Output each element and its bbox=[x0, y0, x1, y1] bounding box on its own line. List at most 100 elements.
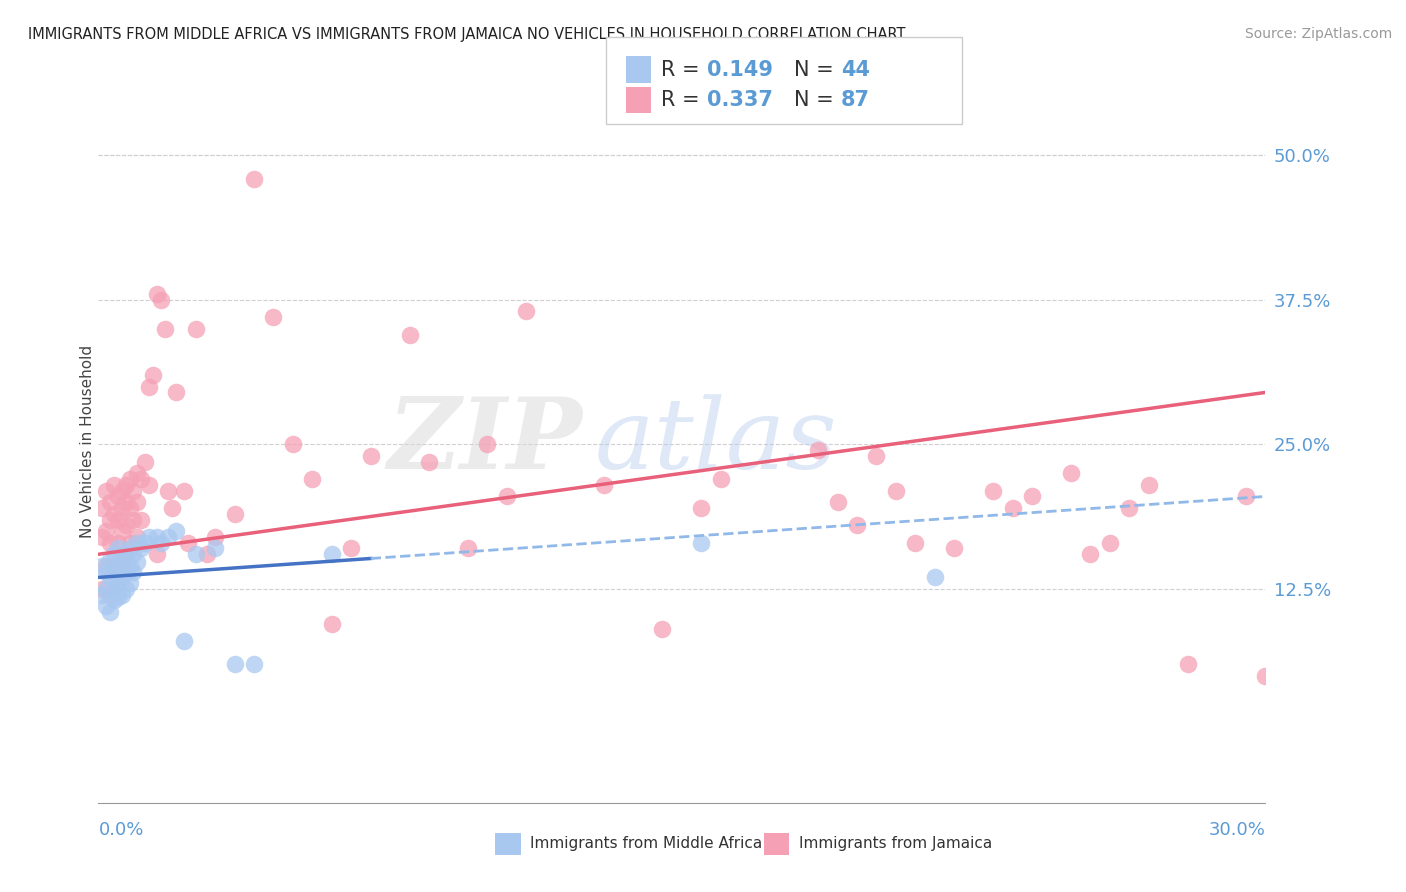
Point bbox=[157, 530, 180, 544]
Point bbox=[138, 530, 160, 544]
Point bbox=[103, 565, 125, 579]
Point bbox=[865, 449, 887, 463]
Point bbox=[243, 171, 266, 186]
Point bbox=[91, 588, 114, 602]
Point bbox=[157, 483, 180, 498]
Text: atlas: atlas bbox=[595, 394, 837, 489]
Point bbox=[184, 547, 207, 561]
Point bbox=[177, 535, 200, 549]
Point bbox=[127, 495, 149, 509]
Point bbox=[111, 501, 134, 516]
Point bbox=[807, 443, 830, 458]
Point bbox=[1254, 668, 1277, 682]
Point bbox=[827, 495, 849, 509]
Point bbox=[111, 588, 134, 602]
Point bbox=[398, 327, 420, 342]
Text: N =: N = bbox=[794, 90, 841, 110]
Point bbox=[321, 547, 343, 561]
Text: 0.337: 0.337 bbox=[707, 90, 773, 110]
Text: Source: ZipAtlas.com: Source: ZipAtlas.com bbox=[1244, 27, 1392, 41]
Text: 87: 87 bbox=[841, 90, 870, 110]
Point bbox=[118, 472, 141, 486]
Point bbox=[103, 593, 125, 607]
Point bbox=[103, 582, 125, 596]
Point bbox=[281, 437, 304, 451]
Point bbox=[142, 368, 165, 382]
Point bbox=[111, 570, 134, 584]
Point bbox=[118, 501, 141, 516]
Point bbox=[340, 541, 363, 556]
Point bbox=[153, 322, 176, 336]
Point bbox=[114, 547, 136, 561]
Point bbox=[96, 599, 118, 614]
Point bbox=[1234, 490, 1257, 504]
Point bbox=[118, 576, 141, 591]
Point bbox=[846, 518, 869, 533]
Point bbox=[321, 616, 343, 631]
Point bbox=[111, 553, 134, 567]
Point bbox=[91, 501, 114, 516]
Point bbox=[107, 558, 129, 573]
Point bbox=[103, 547, 125, 561]
Point bbox=[173, 483, 195, 498]
Point bbox=[118, 541, 141, 556]
Point bbox=[477, 437, 499, 451]
Point bbox=[690, 535, 713, 549]
Point bbox=[1118, 501, 1140, 516]
Point bbox=[107, 535, 129, 549]
Point bbox=[262, 310, 284, 325]
Text: 30.0%: 30.0% bbox=[1209, 821, 1265, 838]
Point bbox=[122, 512, 145, 526]
Point bbox=[593, 478, 616, 492]
Point bbox=[134, 535, 156, 549]
Point bbox=[91, 582, 114, 596]
Point bbox=[195, 547, 218, 561]
Point bbox=[98, 535, 121, 549]
Text: 0.0%: 0.0% bbox=[98, 821, 143, 838]
Point bbox=[129, 512, 152, 526]
Point bbox=[96, 483, 118, 498]
Point bbox=[360, 449, 382, 463]
Text: Immigrants from Middle Africa: Immigrants from Middle Africa bbox=[530, 837, 762, 852]
Bar bbox=[763, 833, 789, 855]
Point bbox=[91, 530, 114, 544]
Text: Immigrants from Jamaica: Immigrants from Jamaica bbox=[799, 837, 991, 852]
Point bbox=[114, 478, 136, 492]
Point bbox=[114, 565, 136, 579]
Point bbox=[224, 507, 246, 521]
Point bbox=[122, 565, 145, 579]
Point bbox=[134, 455, 156, 469]
Point bbox=[1021, 490, 1043, 504]
Point bbox=[98, 512, 121, 526]
Point bbox=[173, 634, 195, 648]
Point bbox=[138, 379, 160, 393]
Point bbox=[96, 558, 118, 573]
Point bbox=[457, 541, 479, 556]
Point bbox=[651, 623, 673, 637]
Point bbox=[204, 541, 226, 556]
Text: ZIP: ZIP bbox=[388, 393, 582, 490]
Point bbox=[111, 558, 134, 573]
Point bbox=[1060, 467, 1083, 481]
Text: 0.149: 0.149 bbox=[707, 60, 773, 79]
Bar bbox=[495, 833, 520, 855]
Point bbox=[710, 472, 733, 486]
Point bbox=[1098, 535, 1121, 549]
Point bbox=[96, 565, 118, 579]
Point bbox=[114, 495, 136, 509]
Point bbox=[146, 287, 169, 301]
Point bbox=[107, 590, 129, 604]
Text: N =: N = bbox=[794, 60, 841, 79]
Point bbox=[96, 582, 118, 596]
Point bbox=[107, 576, 129, 591]
Point bbox=[1177, 657, 1199, 671]
Text: R =: R = bbox=[661, 90, 706, 110]
Point bbox=[129, 472, 152, 486]
Point bbox=[103, 478, 125, 492]
Point bbox=[98, 588, 121, 602]
Point bbox=[114, 582, 136, 596]
Point bbox=[118, 535, 141, 549]
Point bbox=[107, 576, 129, 591]
Point bbox=[149, 293, 172, 307]
Point bbox=[91, 558, 114, 573]
